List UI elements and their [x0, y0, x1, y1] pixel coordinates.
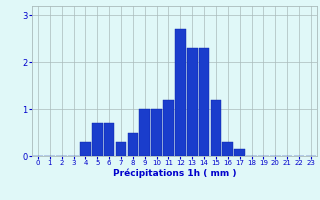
Bar [222, 142, 233, 156]
Bar [151, 109, 162, 156]
Bar [128, 133, 138, 156]
Bar [199, 48, 209, 156]
Bar [163, 100, 174, 156]
Bar [104, 123, 115, 156]
Bar [187, 48, 197, 156]
Bar [92, 123, 103, 156]
Bar [211, 100, 221, 156]
Bar [175, 29, 186, 156]
Bar [80, 142, 91, 156]
Bar [116, 142, 126, 156]
Bar [234, 149, 245, 156]
Bar [140, 109, 150, 156]
X-axis label: Précipitations 1h ( mm ): Précipitations 1h ( mm ) [113, 169, 236, 178]
